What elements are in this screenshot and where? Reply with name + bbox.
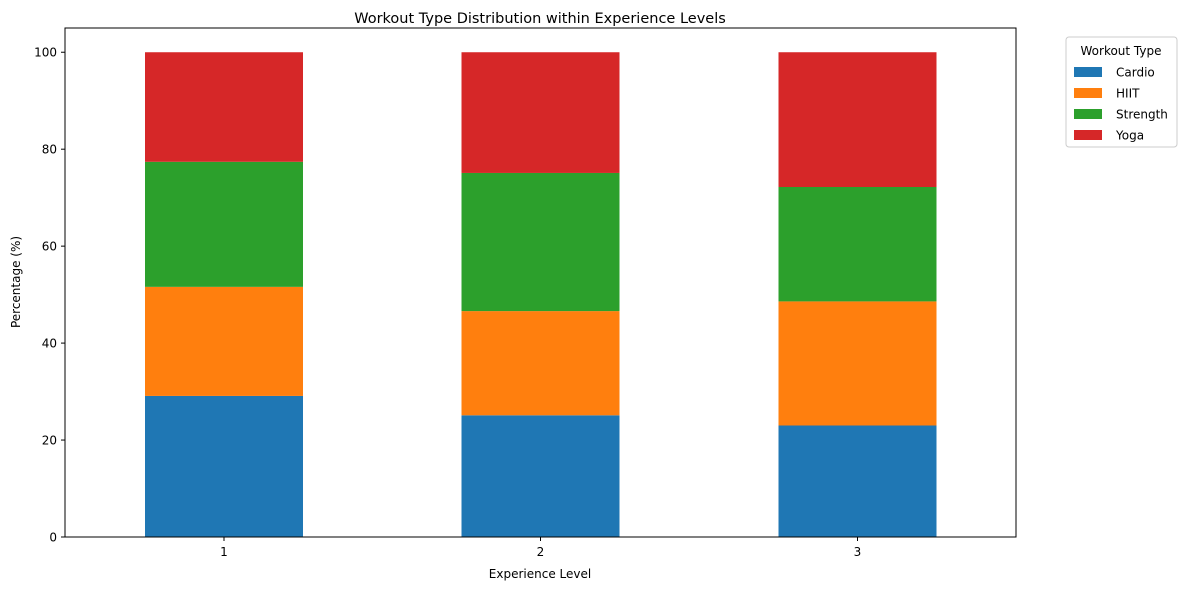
- legend-label-yoga: Yoga: [1115, 129, 1144, 143]
- x-tick-label: 2: [537, 545, 545, 559]
- bar-strength-level-3: [778, 187, 937, 302]
- bar-cardio-level-2: [461, 415, 620, 537]
- legend-label-strength: Strength: [1116, 108, 1168, 122]
- y-tick-label: 20: [42, 434, 57, 448]
- legend-title: Workout Type: [1081, 44, 1162, 58]
- y-axis-label: Percentage (%): [9, 236, 23, 328]
- y-tick-label: 40: [42, 337, 57, 351]
- bar-yoga-level-3: [778, 52, 937, 187]
- chart-title: Workout Type Distribution within Experie…: [354, 11, 726, 27]
- bar-hiit-level-2: [461, 311, 620, 416]
- legend-label-cardio: Cardio: [1116, 66, 1155, 80]
- legend: Workout Type Cardio HIIT Strength Yoga: [1065, 36, 1178, 148]
- x-axis: 1 2 3: [220, 537, 861, 559]
- bar-yoga-level-2: [461, 52, 620, 173]
- legend-swatch-yoga: [1074, 130, 1102, 140]
- legend-label-hiit: HIIT: [1116, 87, 1140, 101]
- x-axis-label: Experience Level: [489, 567, 591, 581]
- y-axis: 0 20 40 60 80 100: [34, 46, 65, 545]
- bar-hiit-level-3: [778, 301, 937, 426]
- y-tick-label: 60: [42, 240, 57, 254]
- bar-yoga-level-1: [145, 52, 303, 162]
- legend-swatch-strength: [1074, 109, 1102, 119]
- y-tick-label: 80: [42, 143, 57, 157]
- legend-swatch-hiit: [1074, 88, 1102, 98]
- bar-strength-level-2: [461, 172, 620, 312]
- x-tick-label: 1: [220, 545, 228, 559]
- bar-strength-level-1: [145, 161, 303, 287]
- legend-swatch-cardio: [1074, 67, 1102, 77]
- x-tick-label: 3: [854, 545, 862, 559]
- bar-cardio-level-3: [778, 425, 937, 537]
- bar-hiit-level-1: [145, 286, 303, 396]
- bar-cardio-level-1: [145, 395, 303, 537]
- y-tick-label: 0: [49, 531, 57, 545]
- bars-layer: [145, 52, 937, 537]
- y-tick-label: 100: [34, 46, 57, 60]
- legend-frame: [1065, 36, 1178, 148]
